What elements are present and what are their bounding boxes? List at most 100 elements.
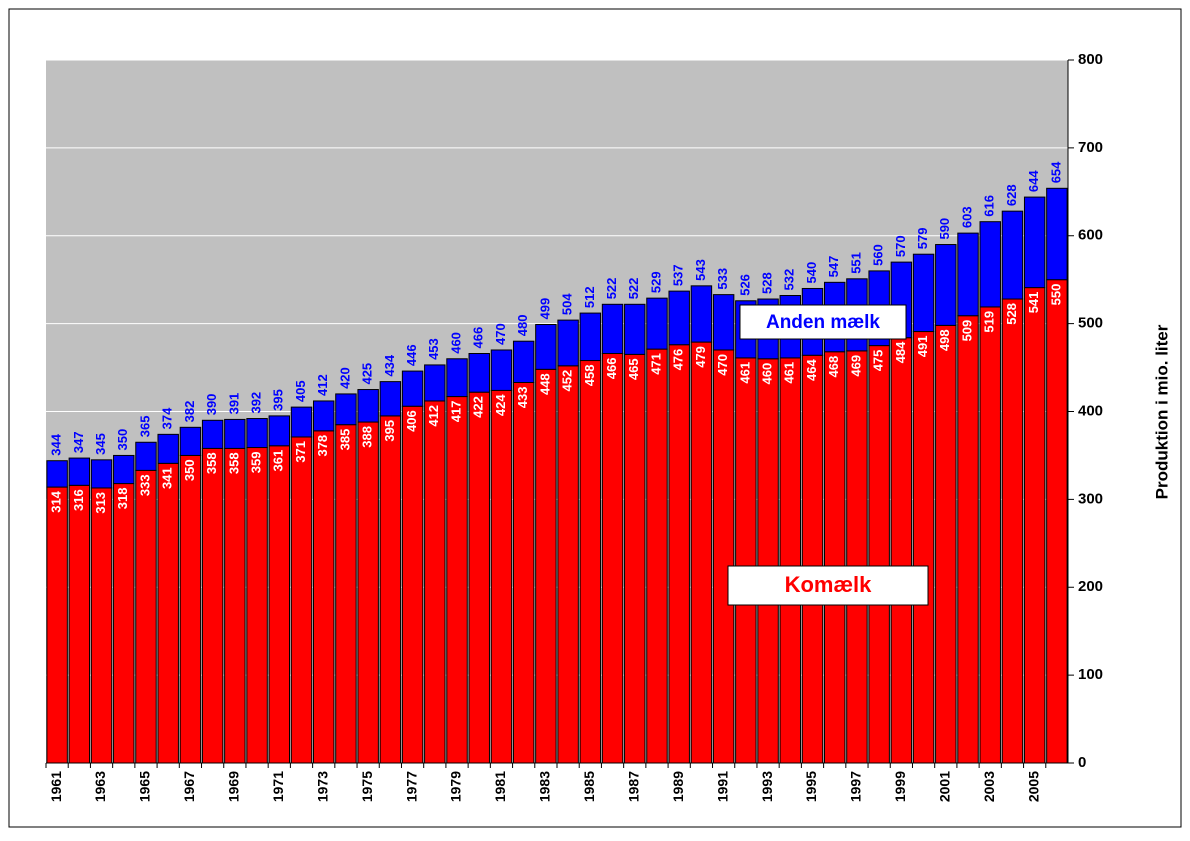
total-label: 347	[71, 431, 86, 453]
total-label: 551	[848, 252, 863, 274]
total-label: 390	[204, 394, 219, 416]
x-tick-label: 1961	[48, 771, 64, 802]
bar-segment	[1046, 279, 1068, 764]
y-tick-label: 100	[1078, 666, 1103, 683]
bar-segment	[912, 331, 935, 764]
bar-segment	[801, 354, 824, 764]
total-label: 540	[804, 262, 819, 284]
value-label: 465	[626, 358, 641, 380]
total-label: 528	[760, 272, 775, 294]
value-label: 484	[893, 341, 908, 363]
total-label: 526	[737, 274, 752, 296]
total-label: 547	[826, 256, 841, 278]
bar-segment	[46, 460, 68, 488]
x-tick-label: 1999	[892, 771, 908, 802]
y-tick-label: 400	[1078, 402, 1103, 419]
bar-segment	[579, 312, 602, 362]
total-label: 446	[404, 344, 419, 366]
value-label: 452	[560, 370, 575, 392]
value-label: 412	[426, 405, 441, 427]
value-label: 316	[71, 489, 86, 511]
value-label: 458	[582, 365, 597, 387]
bar-segment	[424, 364, 446, 402]
total-label: 466	[471, 327, 486, 349]
value-label: 448	[537, 373, 552, 395]
x-tick-label: 1985	[581, 771, 597, 802]
total-label: 543	[693, 259, 708, 281]
total-label: 533	[715, 268, 730, 290]
bar-segment	[224, 447, 246, 764]
bar-segment	[1001, 210, 1024, 300]
bar-segment	[823, 351, 846, 764]
y-tick-label: 700	[1078, 139, 1103, 156]
y-tick-label: 600	[1078, 227, 1103, 244]
bar-segment	[512, 340, 535, 384]
value-label: 470	[715, 354, 730, 376]
value-label: 528	[1004, 303, 1019, 325]
bar-segment	[935, 244, 957, 326]
bar-segment	[668, 290, 690, 346]
total-label: 453	[426, 338, 441, 360]
bar-segment	[601, 353, 624, 764]
x-tick-label: 1995	[803, 771, 819, 802]
value-label: 406	[404, 410, 419, 432]
total-label: 345	[93, 433, 108, 455]
value-label: 358	[204, 452, 219, 474]
bar-segment	[246, 418, 268, 449]
bar-segment	[468, 353, 490, 393]
x-tick-label: 1983	[537, 771, 553, 802]
bar-segment	[246, 447, 268, 764]
bar-segment	[335, 424, 357, 764]
x-tick-label: 1987	[625, 771, 641, 802]
bar-segment	[290, 406, 313, 438]
value-label: 541	[1026, 292, 1041, 314]
value-label: 424	[493, 394, 508, 416]
bar-segment	[113, 454, 135, 485]
x-tick-label: 2003	[981, 771, 997, 802]
total-label: 628	[1004, 184, 1019, 206]
bar-segment	[46, 486, 68, 764]
total-label: 529	[648, 271, 663, 293]
value-label: 388	[360, 426, 375, 448]
bar-segment	[757, 358, 779, 764]
bar-segment	[557, 365, 579, 764]
value-label: 417	[448, 401, 463, 423]
value-label: 469	[848, 355, 863, 377]
total-label: 504	[560, 293, 575, 315]
bar-segment	[135, 441, 157, 471]
y-tick-label: 200	[1078, 578, 1103, 595]
bar-segment	[357, 421, 379, 764]
value-label: 509	[959, 320, 974, 342]
bar-segment	[512, 382, 535, 764]
x-tick-label: 2005	[1025, 771, 1041, 802]
value-label: 433	[515, 387, 530, 409]
total-label: 420	[337, 367, 352, 389]
bar-segment	[535, 324, 557, 370]
y-tick-label: 0	[1078, 754, 1086, 771]
bar-segment	[268, 445, 291, 764]
bar-segment	[935, 324, 957, 764]
value-label: 460	[760, 363, 775, 385]
value-label: 479	[693, 346, 708, 368]
total-label: 365	[137, 416, 152, 438]
bar-segment	[979, 306, 1001, 764]
x-tick-label: 1979	[448, 771, 464, 802]
value-label: 468	[826, 356, 841, 378]
bar-segment	[446, 396, 468, 764]
x-tick-label: 1969	[226, 771, 242, 802]
total-label: 512	[582, 286, 597, 308]
value-label: 491	[915, 336, 930, 358]
x-tick-label: 1975	[359, 771, 375, 802]
total-label: 470	[493, 323, 508, 345]
bar-segment	[490, 349, 513, 391]
total-label: 654	[1048, 161, 1063, 183]
x-tick-label: 1991	[714, 771, 730, 802]
value-label: 361	[271, 450, 286, 472]
bar-segment	[401, 370, 424, 407]
bar-segment	[535, 368, 557, 764]
bar-segment	[401, 405, 424, 764]
x-tick-label: 1973	[314, 771, 330, 802]
bar-segment	[779, 357, 802, 764]
